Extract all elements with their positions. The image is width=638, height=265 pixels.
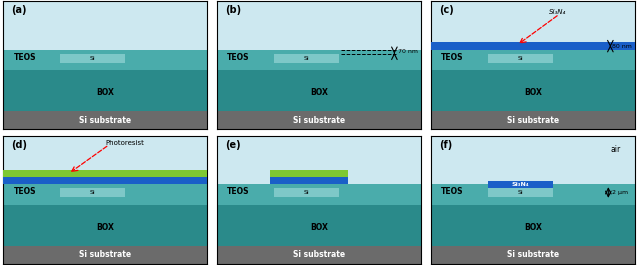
Bar [431,136,635,184]
Bar [217,184,421,205]
Bar [431,1,635,50]
Text: Si substrate: Si substrate [79,116,131,125]
Bar [3,1,207,50]
Bar [217,246,421,264]
Text: BOX: BOX [310,223,328,232]
Text: (e): (e) [225,140,241,149]
Text: BOX: BOX [524,223,542,232]
Bar [217,70,421,111]
Text: (f): (f) [439,140,452,149]
Text: (b): (b) [225,5,241,15]
Text: Si: Si [90,190,96,195]
Bar [431,205,635,246]
Text: Si: Si [518,190,524,195]
Text: Si substrate: Si substrate [79,250,131,259]
Text: TEOS: TEOS [441,53,464,62]
Bar [217,111,421,129]
Bar [488,188,553,197]
Bar [217,136,421,184]
Bar [60,54,126,63]
Text: BOX: BOX [310,89,328,98]
Bar [3,70,207,111]
Text: TEOS: TEOS [441,187,464,196]
Text: (c): (c) [439,5,454,15]
Bar [60,188,126,197]
Bar [431,184,635,205]
Text: Si₃N₄: Si₃N₄ [512,182,530,187]
Text: BOX: BOX [96,89,114,98]
Text: Si substrate: Si substrate [293,250,345,259]
Bar [270,177,348,184]
Bar [270,170,348,177]
Text: Si: Si [304,56,309,61]
Text: Si substrate: Si substrate [293,116,345,125]
Text: (a): (a) [11,5,27,15]
Bar [3,184,207,205]
Bar [3,111,207,129]
Text: TEOS: TEOS [227,53,250,62]
Text: (d): (d) [11,140,27,149]
Bar [431,50,635,70]
Bar [3,50,207,70]
Bar [3,246,207,264]
Bar [217,205,421,246]
Bar [431,111,635,129]
Bar [3,136,207,184]
Bar [274,188,339,197]
Bar [217,1,421,50]
Text: 70 nm: 70 nm [399,49,419,54]
Text: Si substrate: Si substrate [507,250,559,259]
Bar [431,246,635,264]
Text: Si₃N₄: Si₃N₄ [549,9,567,15]
Bar [431,70,635,111]
Text: TEOS: TEOS [13,187,36,196]
Text: TEOS: TEOS [227,187,250,196]
Text: BOX: BOX [96,223,114,232]
Text: 80 nm: 80 nm [612,44,632,48]
Text: air: air [611,145,621,154]
Text: Photoresist: Photoresist [105,140,144,145]
Text: Si: Si [518,56,524,61]
Bar [3,170,207,177]
Bar [488,181,553,188]
Text: Si: Si [304,190,309,195]
Text: BOX: BOX [524,89,542,98]
Bar [217,50,421,70]
Text: TEOS: TEOS [13,53,36,62]
Bar [488,54,553,63]
Text: 2 μm: 2 μm [612,190,628,195]
Text: Si substrate: Si substrate [507,116,559,125]
Bar [431,42,635,50]
Bar [3,177,207,184]
Bar [3,205,207,246]
Text: Si: Si [90,56,96,61]
Bar [274,54,339,63]
